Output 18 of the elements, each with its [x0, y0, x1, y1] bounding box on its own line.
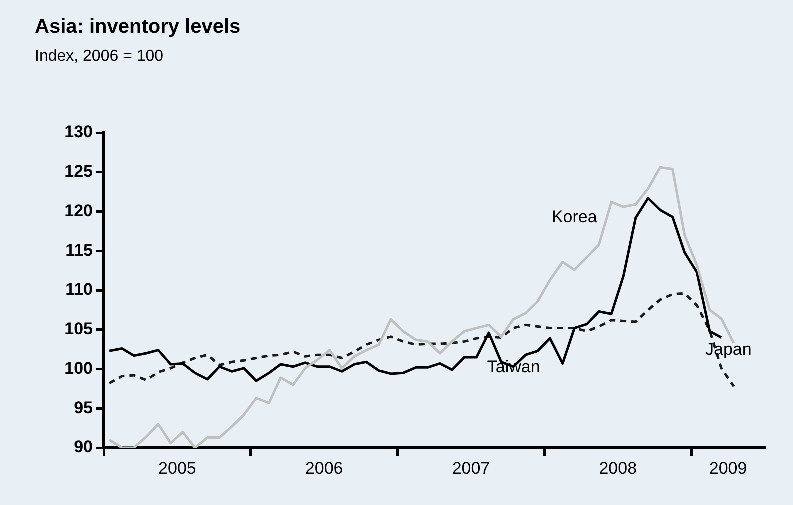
y-tick-label: 90: [74, 438, 93, 457]
series-label: Korea: [552, 208, 598, 227]
y-tick-label: 95: [74, 398, 93, 418]
chart-subtitle: Index, 2006 = 100: [35, 48, 164, 66]
y-tick-label: 105: [64, 320, 93, 339]
x-tick-label: 2007: [452, 458, 490, 478]
x-tick-label: 2005: [158, 458, 196, 478]
x-tick-label: 2009: [709, 458, 748, 478]
y-tick-label: 110: [66, 280, 93, 300]
x-tick-label: 2008: [599, 458, 638, 478]
y-tick-label: 100: [64, 358, 93, 378]
y-tick-label: 130: [64, 122, 93, 142]
y-tick-label: 115: [66, 240, 93, 260]
y-tick-label: 120: [64, 201, 93, 220]
y-tick-label: 125: [64, 162, 93, 182]
x-tick-label: 2006: [305, 458, 344, 478]
chart-title: Asia: inventory levels: [35, 16, 241, 39]
series-label: Japan: [705, 340, 752, 360]
